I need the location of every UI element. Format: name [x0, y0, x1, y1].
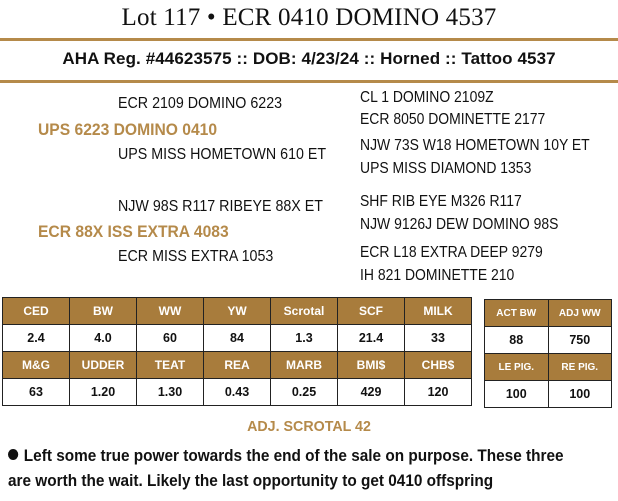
epd-header-mg: M&G [2, 351, 70, 379]
epd-value-ced: 2.4 [2, 324, 70, 352]
sire-sire-dam: ECR 8050 DOMINETTE 2177 [360, 111, 546, 128]
epd-header-teat: TEAT [136, 351, 204, 379]
epd-value-marb: 0.25 [270, 378, 338, 406]
actual-header-adj-ww: ADJ WW [547, 299, 612, 327]
epd-header-rea: REA [203, 351, 271, 379]
dam-sire-dam: NJW 9126J DEW DOMINO 98S [360, 216, 559, 233]
sire-dam-dam: UPS MISS DIAMOND 1353 [360, 160, 532, 177]
epd-header-scf: SCF [337, 297, 405, 325]
epd-table: CED BW WW YW Scrotal SCF MILK 2.4 4.0 60… [2, 297, 472, 406]
epd-value-bw: 4.0 [69, 324, 137, 352]
epd-header-milk: MILK [404, 297, 472, 325]
epd-value-mg: 63 [2, 378, 70, 406]
epd-value-chb: 120 [404, 378, 472, 406]
epd-header-marb: MARB [270, 351, 338, 379]
registration-divider [0, 80, 618, 83]
registration-line: AHA Reg. #44623575 :: DOB: 4/23/24 :: Ho… [62, 49, 556, 68]
epd-value-milk: 33 [404, 324, 472, 352]
dam: ECR 88X ISS EXTRA 4083 [38, 222, 229, 241]
note-line-2: are worth the wait. Likely the last oppo… [8, 472, 494, 490]
epd-header-row-2: M&G UDDER TEAT REA MARB BMI$ CHB$ [2, 351, 472, 379]
title-divider [0, 38, 618, 41]
lot-note: Left some true power towards the end of … [8, 444, 575, 494]
dam-sire: NJW 98S R117 RIBEYE 88X ET [118, 198, 324, 215]
actual-header-row-1: ACT BW ADJ WW [484, 299, 612, 327]
actual-header-le-pig: LE PIG. [484, 353, 549, 381]
actual-value-le-pig: 100 [484, 380, 549, 408]
note-line-1: Left some true power towards the end of … [8, 444, 575, 469]
epd-value-ww: 60 [136, 324, 204, 352]
actual-header-re-pig: RE PIG. [547, 353, 612, 381]
actual-value-row-2: 100 100 [484, 380, 612, 408]
sire-dam: UPS MISS HOMETOWN 610 ET [118, 146, 327, 163]
actual-value-re-pig: 100 [547, 380, 612, 408]
sire-sire: ECR 2109 DOMINO 6223 [118, 95, 283, 112]
epd-value-row-1: 2.4 4.0 60 84 1.3 21.4 33 [2, 324, 472, 352]
note-line-1-text: Left some true power towards the end of … [23, 447, 564, 465]
actual-measures-table: ACT BW ADJ WW 88 750 LE PIG. RE PIG. 100… [484, 299, 612, 408]
epd-value-yw: 84 [203, 324, 271, 352]
epd-value-udder: 1.20 [69, 378, 137, 406]
epd-header-yw: YW [203, 297, 271, 325]
epd-header-udder: UDDER [69, 351, 137, 379]
epd-value-scf: 21.4 [337, 324, 405, 352]
adj-scrotal: ADJ. SCROTAL 42 [247, 418, 371, 435]
sire-dam-sire: NJW 73S W18 HOMETOWN 10Y ET [360, 137, 590, 154]
bullet-icon [8, 449, 19, 460]
epd-value-scrotal: 1.3 [270, 324, 338, 352]
epd-header-bw: BW [69, 297, 137, 325]
dam-dam-sire: ECR L18 EXTRA DEEP 9279 [360, 244, 543, 261]
epd-header-bmi: BMI$ [337, 351, 405, 379]
sire: UPS 6223 DOMINO 0410 [38, 120, 218, 139]
epd-header-ced: CED [2, 297, 70, 325]
dam-dam: ECR MISS EXTRA 1053 [118, 248, 274, 265]
epd-value-teat: 1.30 [136, 378, 204, 406]
lot-title: Lot 117 • ECR 0410 DOMINO 4537 [121, 4, 497, 31]
epd-header-chb: CHB$ [404, 351, 472, 379]
epd-value-row-2: 63 1.20 1.30 0.43 0.25 429 120 [2, 378, 472, 406]
epd-value-bmi: 429 [337, 378, 405, 406]
actual-value-row-1: 88 750 [484, 326, 612, 354]
actual-header-row-2: LE PIG. RE PIG. [484, 353, 612, 381]
epd-value-rea: 0.43 [203, 378, 271, 406]
dam-sire-sire: SHF RIB EYE M326 R117 [360, 193, 522, 210]
dam-dam-dam: IH 821 DOMINETTE 210 [360, 267, 515, 284]
actual-header-act-bw: ACT BW [484, 299, 549, 327]
actual-value-adj-ww: 750 [547, 326, 612, 354]
epd-header-ww: WW [136, 297, 204, 325]
epd-header-row-1: CED BW WW YW Scrotal SCF MILK [2, 297, 472, 325]
epd-header-scrotal: Scrotal [270, 297, 338, 325]
actual-value-act-bw: 88 [484, 326, 549, 354]
sire-sire-sire: CL 1 DOMINO 2109Z [360, 89, 494, 106]
